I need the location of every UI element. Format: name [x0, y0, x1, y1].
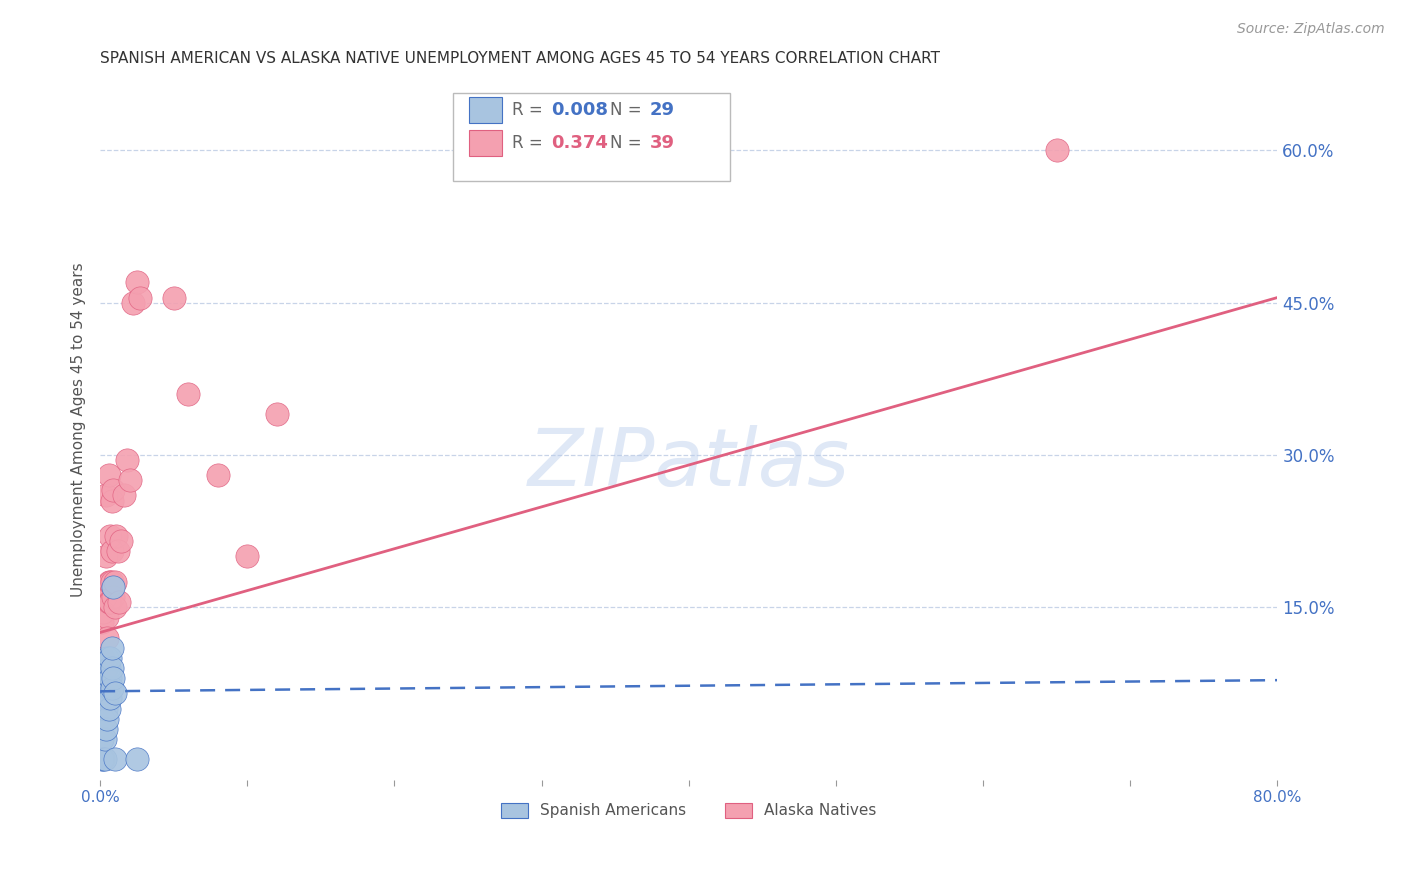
Point [97, 701, 120, 715]
Point [94, 549, 117, 564]
Point [121, 295, 143, 310]
Point [94, 488, 117, 502]
Point [115, 453, 138, 467]
Point [96, 671, 118, 685]
Point [101, 640, 124, 655]
Point [93, 752, 115, 766]
Point [112, 488, 135, 502]
Point [96, 650, 118, 665]
Point [90, 615, 112, 630]
Point [103, 671, 125, 685]
Point [100, 691, 122, 706]
FancyBboxPatch shape [468, 129, 502, 156]
Point [118, 473, 141, 487]
Point [125, 276, 148, 290]
Text: 29: 29 [650, 101, 675, 120]
Point [101, 661, 124, 675]
Point [94, 701, 117, 715]
Point [96, 610, 118, 624]
Point [94, 681, 117, 696]
Point [177, 387, 200, 401]
Point [97, 574, 120, 589]
Text: 39: 39 [650, 134, 675, 152]
Point [93, 691, 115, 706]
Point [163, 291, 186, 305]
Point [90, 731, 112, 746]
Text: 0.374: 0.374 [551, 134, 607, 152]
Text: Source: ZipAtlas.com: Source: ZipAtlas.com [1237, 22, 1385, 37]
Point [110, 534, 132, 549]
Text: 0.008: 0.008 [551, 101, 607, 120]
FancyBboxPatch shape [453, 94, 730, 181]
Point [90, 752, 112, 766]
Point [103, 590, 125, 604]
Point [100, 671, 122, 685]
Point [105, 529, 128, 543]
Text: R =: R = [512, 101, 548, 120]
Point [100, 529, 122, 543]
Point [97, 595, 120, 609]
Point [125, 752, 148, 766]
Point [107, 544, 129, 558]
Y-axis label: Unemployment Among Ages 45 to 54 years: Unemployment Among Ages 45 to 54 years [72, 262, 86, 597]
Point [104, 686, 127, 700]
Point [1046, 144, 1069, 158]
Point [97, 468, 120, 483]
Point [108, 595, 131, 609]
Point [236, 549, 259, 564]
Point [266, 407, 288, 421]
Point [96, 691, 118, 706]
Point [101, 574, 124, 589]
Point [101, 544, 124, 558]
Point [101, 681, 124, 696]
Point [94, 722, 117, 736]
Point [100, 574, 122, 589]
Point [97, 661, 120, 675]
Point [100, 595, 122, 609]
Point [93, 731, 115, 746]
Point [103, 580, 125, 594]
Point [101, 493, 124, 508]
Text: N =: N = [610, 134, 647, 152]
Text: ZIPatlas: ZIPatlas [527, 425, 849, 503]
Point [207, 468, 229, 483]
Point [103, 483, 125, 498]
Point [91, 650, 114, 665]
Point [104, 574, 127, 589]
Point [96, 580, 118, 594]
Point [128, 291, 150, 305]
Point [96, 631, 118, 645]
Point [91, 605, 114, 619]
Text: SPANISH AMERICAN VS ALASKA NATIVE UNEMPLOYMENT AMONG AGES 45 TO 54 YEARS CORRELA: SPANISH AMERICAN VS ALASKA NATIVE UNEMPL… [100, 51, 941, 66]
Point [104, 600, 127, 615]
Point [93, 590, 115, 604]
Point [91, 752, 114, 766]
Point [93, 671, 115, 685]
Point [100, 650, 122, 665]
FancyBboxPatch shape [468, 97, 502, 123]
Text: N =: N = [610, 101, 647, 120]
Point [91, 712, 114, 726]
Text: R =: R = [512, 134, 548, 152]
Point [96, 712, 118, 726]
Point [94, 661, 117, 675]
Legend: Spanish Americans, Alaska Natives: Spanish Americans, Alaska Natives [495, 797, 883, 824]
Point [104, 752, 127, 766]
Point [97, 681, 120, 696]
